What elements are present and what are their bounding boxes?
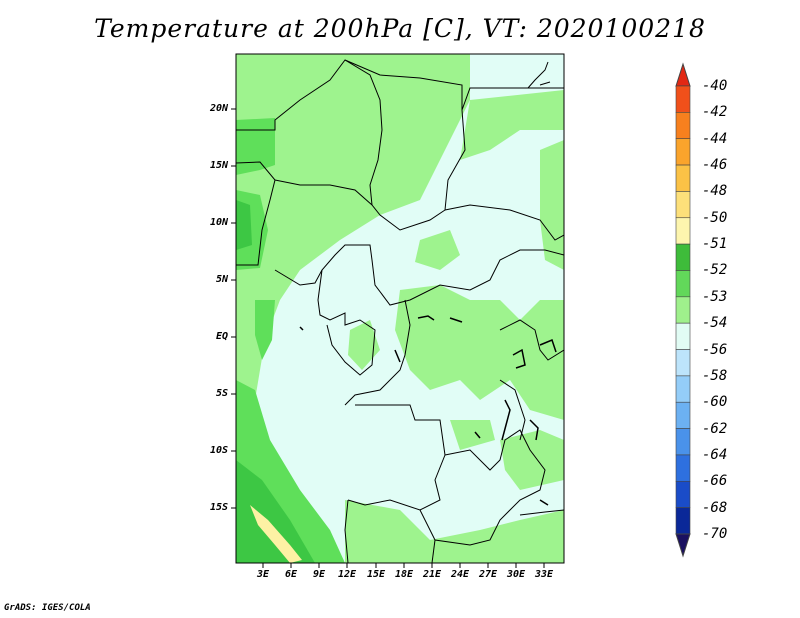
colorbar-swatch: [675, 322, 691, 350]
lat-label: EQ: [215, 331, 228, 342]
colorbar-label: -48: [702, 183, 728, 200]
colorbar-swatch: [675, 270, 691, 298]
colorbar-swatch: [675, 401, 691, 429]
colorbar-label: -52: [702, 262, 728, 279]
chart-title: Temperature at 200hPa [C], VT: 202010021…: [94, 14, 706, 43]
colorbar-label: -46: [702, 157, 728, 174]
lakes: [299, 315, 557, 506]
colorbar-swatch: [675, 507, 691, 535]
colorbar-swatch: [675, 138, 691, 166]
lon-label: 9E: [312, 569, 326, 580]
field-minus53: [236, 54, 564, 563]
colorbar-label: -64: [702, 446, 728, 463]
colorbar-label: -60: [702, 394, 728, 411]
field-minus50: [250, 505, 302, 563]
lon-label: 21E: [422, 569, 442, 580]
lat-ticks: [231, 108, 236, 509]
colorbar-swatch: [675, 112, 691, 140]
lat-label: 15N: [209, 160, 228, 171]
lat-label: 5S: [215, 388, 228, 399]
colorbar-label: -62: [702, 420, 728, 437]
colorbar-label: -58: [702, 367, 728, 384]
country-borders: [236, 59, 564, 563]
footer-credit: GrADS: IGES/COLA: [4, 603, 91, 613]
colorbar-swatch: [675, 428, 691, 456]
lon-label: 6E: [284, 569, 298, 580]
lon-label: 15E: [366, 569, 386, 580]
colorbar-bottom-arrow: [675, 533, 691, 558]
colorbar-label: -53: [702, 288, 728, 305]
colorbar-label: -42: [702, 104, 728, 121]
colorbar-label: -70: [702, 526, 728, 542]
lat-label: 5N: [215, 274, 228, 285]
lon-label: 33E: [534, 569, 554, 580]
map-frame: [235, 53, 565, 564]
colorbar-swatch: [675, 349, 691, 377]
colorbar-label: -66: [702, 473, 728, 490]
lon-label: 24E: [450, 569, 470, 580]
lat-label: 20N: [209, 103, 228, 114]
colorbar-label: -56: [702, 341, 728, 358]
coast-east: [527, 61, 551, 89]
colorbar-label: -68: [702, 499, 728, 516]
field-minus51: [236, 200, 315, 563]
lon-label: 12E: [337, 569, 357, 580]
lat-label: 15S: [209, 502, 228, 513]
colorbar-top-arrow: [675, 62, 691, 87]
colorbar-swatch: [675, 480, 691, 508]
colorbar-swatch: [675, 191, 691, 219]
colorbar-swatch: [675, 164, 691, 192]
colorbar-swatch: [675, 243, 691, 271]
colorbar-label: -44: [702, 130, 728, 147]
colorbar-label: -54: [702, 315, 728, 332]
lon-label: 27E: [478, 569, 498, 580]
colorbar-swatch: [675, 296, 691, 324]
lon-label: 3E: [256, 569, 270, 580]
lat-label: 10N: [209, 217, 228, 228]
colorbar-swatch: [675, 217, 691, 245]
colorbar-label: -50: [702, 209, 728, 226]
lon-label: 30E: [506, 569, 526, 580]
colorbar-label: -51: [702, 236, 728, 253]
colorbar-swatch: [675, 85, 691, 113]
lat-label: 10S: [209, 445, 228, 456]
lon-ticks: [262, 563, 545, 568]
lon-label: 18E: [394, 569, 414, 580]
colorbar-swatch: [675, 454, 691, 482]
colorbar-label: -40: [702, 78, 728, 94]
colorbar-swatch: [675, 375, 691, 403]
